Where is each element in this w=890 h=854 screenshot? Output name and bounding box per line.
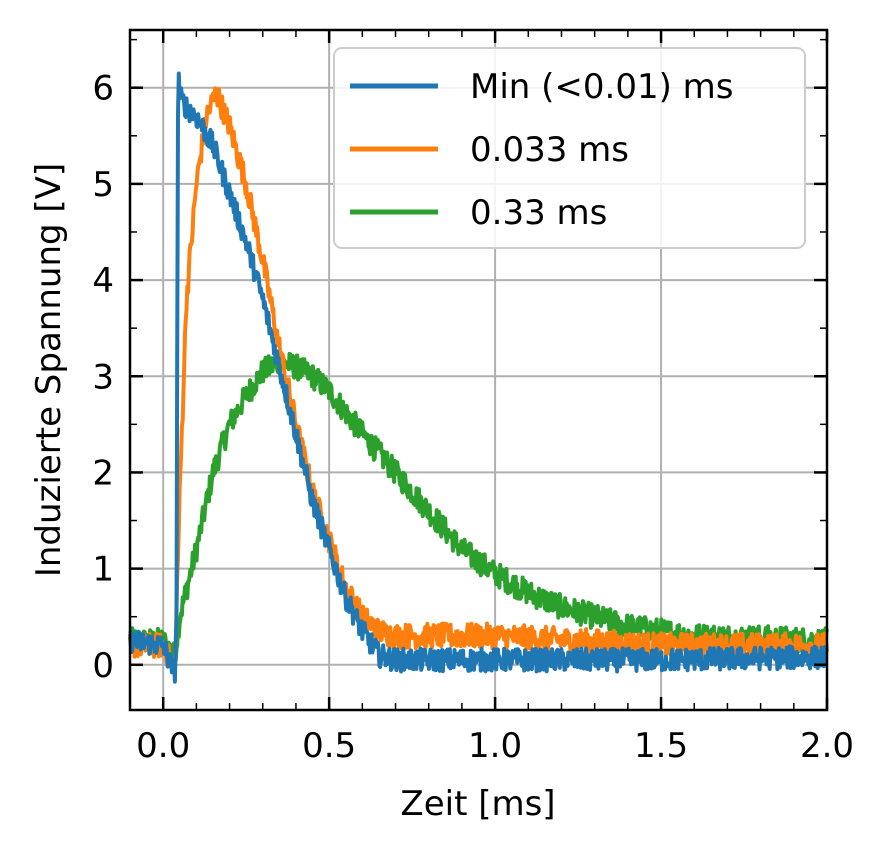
series-line-2 [128,351,829,663]
legend-label-1: 0.033 ms [470,130,629,170]
legend-box [333,47,806,249]
y-tick-label: 2 [92,453,114,493]
legend-label-0: Min (<0.01) ms [470,67,734,107]
legend-label-2: 0.33 ms [470,193,607,233]
y-axis-label: Induzierte Spannung [V] [29,163,69,577]
x-tick-label: 1.5 [634,726,688,766]
x-tick-label: 0.0 [136,726,190,766]
y-tick-label: 5 [92,165,114,205]
x-tick-label: 2.0 [800,726,854,766]
tick-labels: 0.0 0.5 1.0 1.5 2.0 0 1 2 3 4 5 6 [92,69,854,766]
y-tick-label: 6 [92,69,114,109]
plot-frame [128,28,829,712]
x-axis-label: Zeit [ms] [400,784,555,824]
legend: Min (<0.01) ms 0.033 ms 0.33 ms [333,47,806,249]
series-layer [128,71,829,684]
x-tick-label: 1.0 [468,726,522,766]
series-line-0 [128,71,829,684]
series-line-1 [128,86,829,670]
y-tick-label: 1 [92,550,114,590]
y-tick-label: 4 [92,261,114,301]
x-tick-label: 0.5 [302,726,356,766]
y-tick-label: 0 [92,646,114,686]
y-tick-label: 3 [92,357,114,397]
